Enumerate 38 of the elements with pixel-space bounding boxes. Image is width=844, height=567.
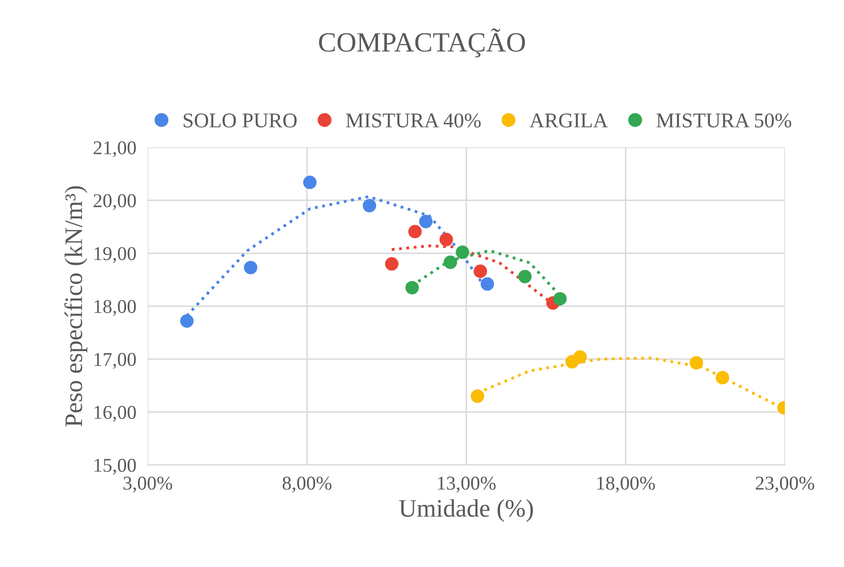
point: [440, 232, 453, 246]
point: [480, 277, 494, 291]
y-tick-label: 19,00: [94, 247, 136, 263]
point: [474, 264, 488, 278]
point: [573, 350, 587, 364]
y-tick-label: 17,00: [94, 352, 136, 369]
point: [303, 176, 317, 190]
point: [385, 257, 398, 271]
point: [180, 314, 194, 328]
x-tick-label: 8,00%: [282, 476, 332, 493]
point: [518, 270, 532, 284]
point: [470, 389, 484, 403]
y-tick-label: 15,00: [94, 458, 136, 475]
point: [362, 198, 376, 212]
legend-label: MISTURA 40%: [346, 113, 481, 128]
x-tick-label: 23,00%: [756, 476, 814, 493]
legend-label: MISTURA 50%: [656, 113, 792, 128]
y-tick-label: 20,00: [94, 194, 136, 210]
point: [456, 245, 470, 259]
point: [408, 224, 422, 238]
point: [405, 280, 419, 294]
legend-label: ARGILA: [530, 114, 608, 128]
point: [419, 214, 433, 228]
x-tick-label: 18,00%: [597, 476, 655, 493]
chart-title: COMPACTAÇÃO: [319, 28, 525, 58]
y-tick-label: 21,00: [94, 141, 136, 158]
x-tick-label: 3,00%: [124, 476, 172, 493]
point: [553, 292, 567, 306]
legend-label: SOLO PURO: [184, 114, 297, 128]
y-tick-label: 18,00: [94, 300, 136, 316]
x-axis-title: Umidade (%): [399, 499, 533, 522]
point: [444, 256, 458, 269]
x-tick-label: 13,00%: [438, 476, 496, 493]
y-tick-label: 16,00: [94, 406, 136, 422]
y-axis-title: Peso específico (kN/m³): [64, 186, 88, 427]
point: [716, 370, 730, 384]
point: [690, 356, 704, 370]
point: [244, 260, 258, 274]
